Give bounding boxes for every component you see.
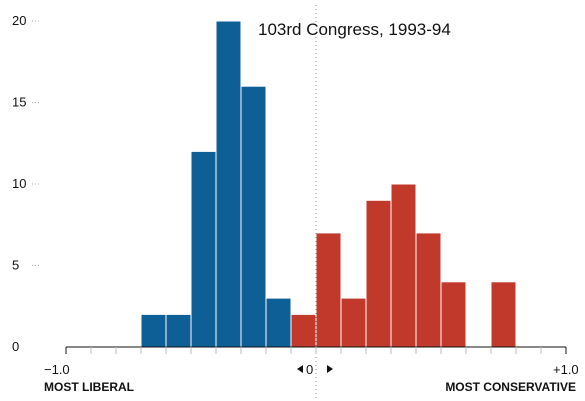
x-tick-label-left: −1.0: [44, 362, 70, 377]
chart-title: 103rd Congress, 1993-94: [258, 20, 451, 39]
bar-series2-bin-0: [290, 313, 317, 348]
y-axis-ticks: 0 5 10 15 20: [12, 13, 41, 354]
y-tick-label-0: 0: [12, 339, 19, 354]
y-tick-label-10: 10: [12, 176, 26, 191]
bar-series2-bin-5: [415, 232, 442, 348]
bar-series1-bin-0: [140, 313, 167, 348]
right-arrow-icon: [327, 365, 333, 373]
y-tick-label-20: 20: [12, 13, 26, 28]
bar-series2-bin-4: [390, 183, 417, 348]
bars-group: [140, 20, 517, 348]
y-tick-label-5: 5: [12, 258, 19, 273]
bar-series2-bin-6: [440, 281, 467, 348]
bar-series2-bin-3: [365, 199, 392, 348]
bar-series1-bin-5: [265, 297, 292, 348]
bar-series2-bin-2: [340, 297, 367, 348]
bar-series1-bin-2: [190, 150, 217, 348]
y-tick-label-15: 15: [12, 95, 26, 110]
bar-series1-bin-4: [240, 85, 267, 348]
x-tick-label-right: +1.0: [553, 362, 579, 377]
x-axis-label-right: MOST CONSERVATIVE: [445, 380, 576, 394]
x-axis-label-left: MOST LIBERAL: [44, 380, 134, 394]
bar-series1-bin-1: [165, 313, 192, 348]
x-tick-label-center: 0: [306, 362, 313, 377]
bar-series1-bin-3: [215, 20, 242, 348]
left-arrow-icon: [297, 365, 303, 373]
x-axis-ticks: [65, 347, 567, 354]
bar-series2-bin-7: [490, 281, 517, 348]
bar-series2-bin-1: [315, 232, 342, 348]
